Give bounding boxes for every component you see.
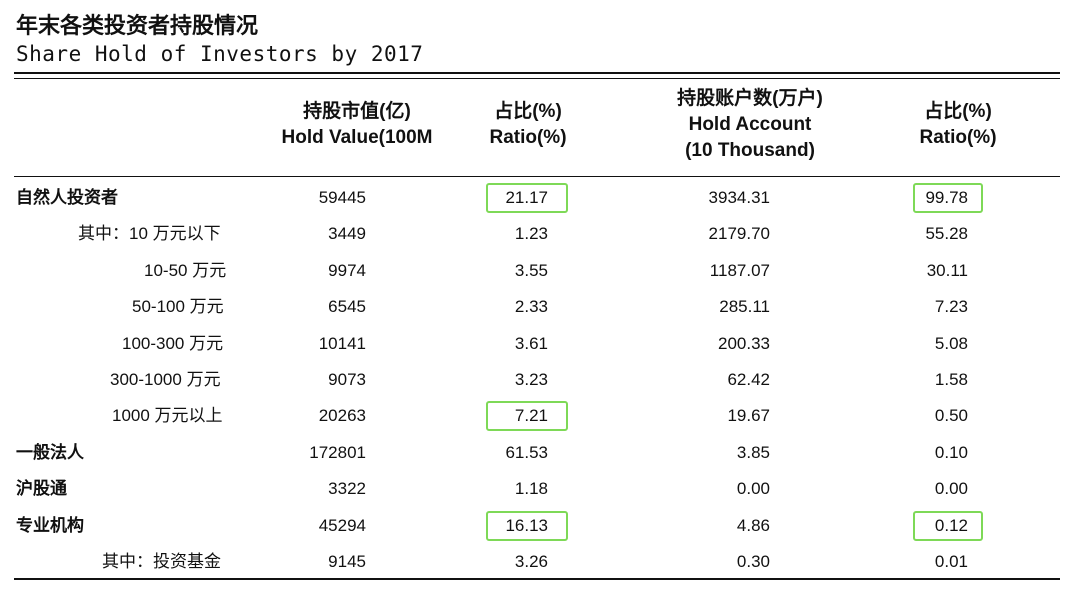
- header-hold-value: 持股市值(亿) Hold Value(100M: [252, 99, 462, 151]
- top-rule-thin: [14, 78, 1060, 79]
- cell-hold-value: 9974: [328, 260, 366, 280]
- header-hold-account: 持股账户数(万户) Hold Account (10 Thousand): [630, 86, 870, 164]
- cell-hold-value: 172801: [309, 442, 366, 462]
- cell-ratio-account: 1.58: [934, 370, 968, 389]
- cell-hold-account: 285.11: [719, 297, 770, 317]
- cell-ratio-account: 0.12: [934, 515, 968, 535]
- cell-ratio-value: 16.13: [505, 515, 548, 535]
- cell-hold-account: 3.85: [736, 442, 770, 462]
- header-ratio-value-cn: 占比(%): [494, 101, 562, 122]
- header-ratio-account-en: Ratio(%): [919, 127, 997, 148]
- cell-ratio-value: 61.53: [505, 442, 548, 462]
- table-row: 1000 万元以上 20263 7.21 19.67 0.50: [0, 398, 1080, 434]
- row-label: 10-50 万元: [144, 260, 227, 280]
- header-hold-account-en2: (10 Thousand): [685, 140, 815, 161]
- cell-ratio-account: 55.28: [925, 224, 968, 244]
- table-row: 其中：10 万元以下 3449 1.23 2179.70 55.28: [0, 216, 1080, 252]
- cell-hold-value: 3449: [328, 224, 366, 244]
- cell-ratio-account: 0.01: [934, 552, 968, 571]
- table-row: 自然人投资者 59445 21.17 3934.31 99.78: [0, 180, 1080, 216]
- cell-hold-value: 3322: [328, 479, 366, 499]
- table-row: 其中：投资基金 9145 3.26 0.30 0.01: [0, 544, 1080, 580]
- cell-ratio-value: 3.61: [514, 333, 548, 353]
- cell-hold-account: 0.00: [736, 479, 770, 499]
- highlight-box: [486, 183, 568, 213]
- header-hold-value-cn: 持股市值(亿): [303, 101, 411, 122]
- row-label: 300-1000 万元: [110, 370, 221, 389]
- table-row: 100-300 万元 10141 3.61 200.33 5.08: [0, 326, 1080, 362]
- header-ratio-value-en: Ratio(%): [489, 127, 567, 148]
- highlight-box: [486, 401, 568, 432]
- cell-ratio-value: 21.17: [505, 188, 548, 207]
- highlight-box: [913, 183, 983, 213]
- cell-hold-account: 3934.31: [708, 188, 770, 207]
- cell-hold-value: 9073: [328, 370, 366, 389]
- cell-ratio-account: 7.23: [934, 297, 968, 317]
- row-label: 100-300 万元: [122, 333, 224, 353]
- table-row: 一般法人 172801 61.53 3.85 0.10: [0, 435, 1080, 471]
- cell-hold-account: 200.33: [718, 333, 770, 353]
- page-title-cn: 年末各类投资者持股情况: [16, 14, 259, 39]
- cell-ratio-account: 0.10: [934, 442, 968, 462]
- cell-hold-value: 10141: [318, 333, 366, 353]
- header-ratio-account-cn: 占比(%): [924, 101, 992, 122]
- highlight-box: [486, 510, 568, 541]
- cell-ratio-value: 2.33: [514, 297, 548, 317]
- table-row: 10-50 万元 9974 3.55 1187.07 30.11: [0, 253, 1080, 289]
- cell-hold-account: 1187.07: [709, 260, 770, 280]
- cell-ratio-account: 99.78: [925, 188, 968, 207]
- header-hold-account-cn: 持股账户数(万户): [677, 88, 823, 109]
- cell-ratio-account: 0.00: [934, 479, 968, 499]
- cell-hold-account: 0.30: [736, 552, 770, 571]
- row-label: 一般法人: [16, 442, 84, 462]
- page-title-en: Share Hold of Investors by 2017: [16, 42, 424, 66]
- row-label: 沪股通: [16, 479, 67, 499]
- cell-ratio-value: 3.23: [514, 370, 548, 389]
- cell-ratio-value: 3.26: [514, 552, 548, 571]
- cell-ratio-value: 1.23: [514, 224, 548, 244]
- row-label: 自然人投资者: [16, 188, 118, 207]
- cell-hold-value: 59445: [318, 188, 366, 207]
- header-hold-value-en: Hold Value(100M: [281, 127, 433, 148]
- row-label: 其中：投资基金: [102, 552, 221, 571]
- cell-ratio-value: 7.21: [514, 406, 548, 426]
- cell-ratio-account: 5.08: [934, 333, 968, 353]
- cell-hold-value: 6545: [328, 297, 366, 317]
- row-label: 其中：10 万元以下: [78, 224, 221, 244]
- cell-hold-value: 20263: [318, 406, 366, 426]
- header-hold-account-en: Hold Account: [688, 114, 812, 135]
- cell-hold-account: 2179.70: [708, 224, 770, 244]
- table-row: 专业机构 45294 16.13 4.86 0.12: [0, 508, 1080, 544]
- cell-hold-account: 4.86: [736, 515, 770, 535]
- cell-hold-value: 45294: [318, 515, 366, 535]
- cell-hold-account: 62.42: [727, 370, 770, 389]
- row-label: 50-100 万元: [132, 297, 224, 317]
- header-ratio-account: 占比(%) Ratio(%): [898, 99, 1018, 151]
- table-row: 沪股通 3322 1.18 0.00 0.00: [0, 471, 1080, 507]
- table-row: 300-1000 万元 9073 3.23 62.42 1.58: [0, 362, 1080, 398]
- cell-ratio-account: 0.50: [934, 406, 968, 426]
- top-rule-thick: [14, 72, 1060, 74]
- bottom-rule: [14, 578, 1060, 580]
- cell-ratio-value: 3.55: [514, 260, 548, 280]
- table-row: 50-100 万元 6545 2.33 285.11 7.23: [0, 289, 1080, 325]
- header-ratio-value: 占比(%) Ratio(%): [468, 99, 588, 151]
- cell-ratio-account: 30.11: [926, 260, 968, 280]
- highlight-box: [913, 510, 983, 541]
- row-label: 专业机构: [16, 515, 84, 535]
- header-rule: [14, 176, 1060, 177]
- cell-hold-value: 9145: [328, 552, 366, 571]
- row-label: 1000 万元以上: [112, 406, 223, 426]
- cell-ratio-value: 1.18: [514, 479, 548, 499]
- cell-hold-account: 19.67: [727, 406, 770, 426]
